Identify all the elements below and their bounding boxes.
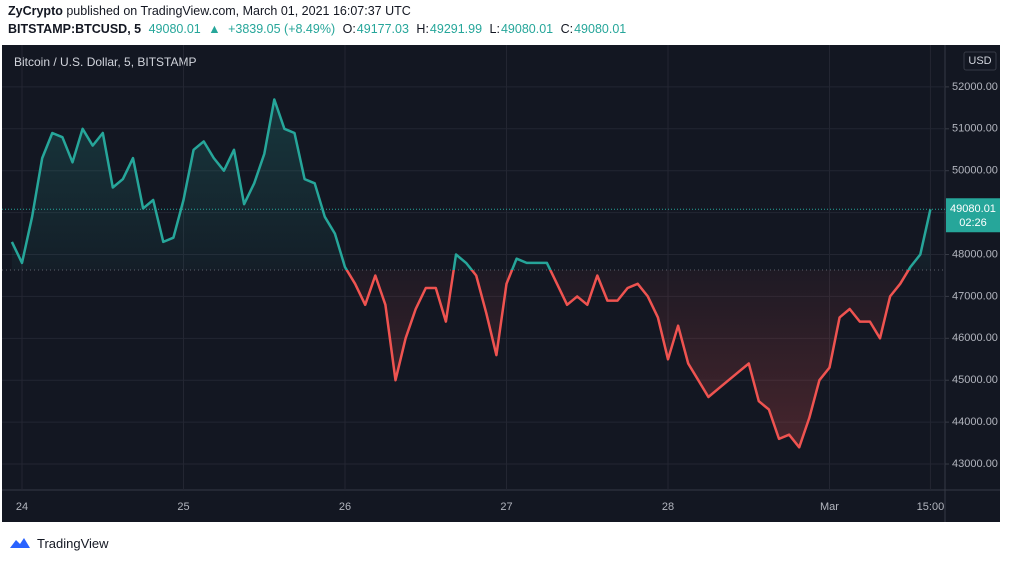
publish-line: ZyCrypto published on TradingView.com, M… <box>8 4 411 18</box>
last: 49080.01 <box>148 22 201 36</box>
change: +3839.05 (+8.49%) <box>228 22 336 36</box>
y-tick-label: 44000.00 <box>952 416 998 428</box>
y-tick-label: 50000.00 <box>952 165 998 177</box>
x-tick-label: 26 <box>339 501 351 513</box>
y-tick-label: 45000.00 <box>952 374 998 386</box>
symbol: BITSTAMP:BTCUSD, 5 <box>8 22 142 36</box>
author: ZyCrypto <box>8 4 63 18</box>
published: published on TradingView.com, March 01, … <box>66 4 411 18</box>
high: 49291.99 <box>429 22 483 36</box>
currency: USD <box>968 55 991 67</box>
quote-line: BITSTAMP:BTCUSD, 5 49080.01 ▲ +3839.05 (… <box>8 22 630 36</box>
x-tick-label: Mar <box>820 501 839 513</box>
x-tick-label: 28 <box>662 501 674 513</box>
x-tick-label: 27 <box>500 501 512 513</box>
low-label: L: <box>489 22 500 36</box>
arrow: ▲ <box>208 22 221 36</box>
price-tag-countdown: 02:26 <box>959 217 987 229</box>
x-tick-label: 25 <box>177 501 189 513</box>
chart-title: Bitcoin / U.S. Dollar, 5, BITSTAMP <box>14 55 197 69</box>
y-tick-label: 48000.00 <box>952 248 998 260</box>
close: 49080.01 <box>574 22 627 36</box>
open-label: O: <box>342 22 356 36</box>
y-tick-label: 43000.00 <box>952 458 998 470</box>
chart-panel <box>2 45 1000 522</box>
baseline-area <box>11 99 931 448</box>
x-tick-label: 24 <box>16 501 28 513</box>
y-tick-label: 52000.00 <box>952 81 998 93</box>
x-tick-label: 15:00 <box>917 501 945 513</box>
y-tick-label: 46000.00 <box>952 332 998 344</box>
footer: TradingView <box>8 533 109 553</box>
currency-box <box>963 51 997 71</box>
price-tag <box>946 198 1000 233</box>
y-tick-label: 47000.00 <box>952 290 998 302</box>
brand: TradingView <box>37 535 109 551</box>
open: 49177.03 <box>356 22 409 36</box>
high-label: H: <box>416 22 429 36</box>
y-tick-label: 49000.00 <box>952 207 998 219</box>
y-tick-label: 51000.00 <box>952 123 998 135</box>
low: 49080.01 <box>500 22 554 36</box>
close-label: C: <box>560 22 574 36</box>
logo <box>10 538 30 548</box>
price-line <box>10 98 932 449</box>
price-tag-value: 49080.01 <box>950 203 996 215</box>
